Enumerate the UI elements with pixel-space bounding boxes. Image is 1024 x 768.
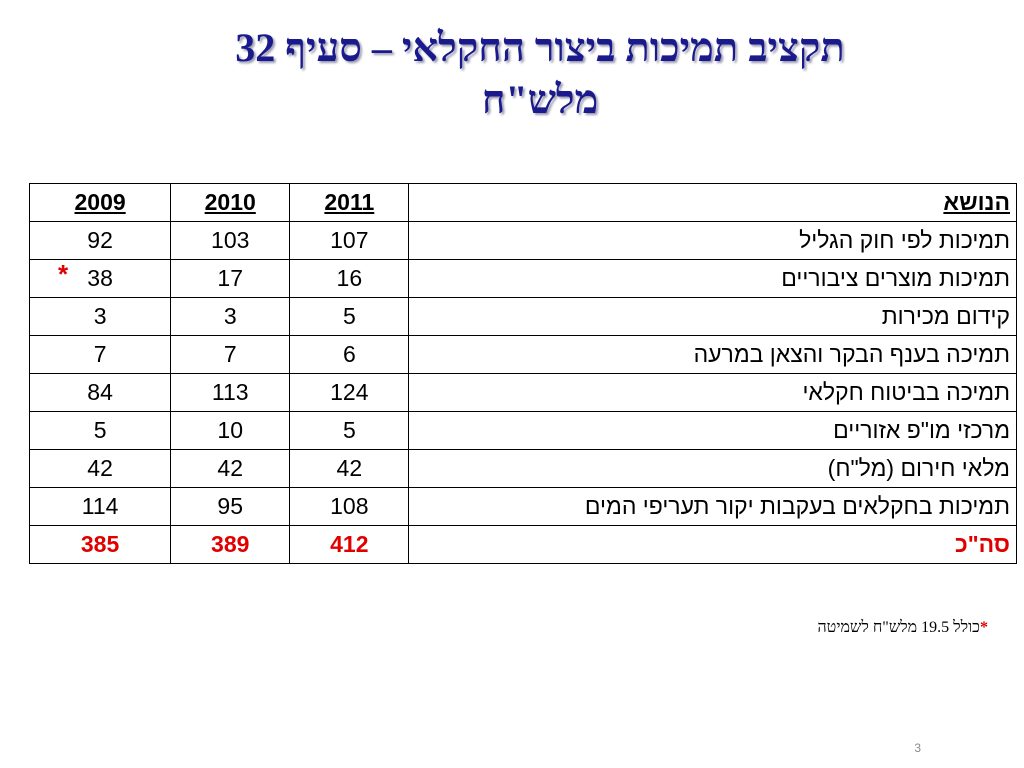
budget-table: הנושא 2011 2010 2009 תמיכות לפי חוק הגלי… — [28, 183, 1017, 564]
row-value-2010: 113 — [170, 373, 291, 412]
title-line-1: תקציב תמיכות ביצור החקלאי – סעיף 32 — [235, 25, 845, 70]
header-2009: 2009 — [28, 183, 172, 222]
table-row: מלאי חירום (מל"ח) 42 42 42 — [28, 449, 1017, 488]
row-value-2010: 10 — [170, 411, 291, 450]
row-value-2009: 114 — [28, 487, 172, 526]
row-value-2011: 5 — [289, 411, 410, 450]
row-value-2011: 124 — [289, 373, 410, 412]
row-value-2011: 6 — [289, 335, 410, 374]
table-row: תמיכה בענף הבקר והצאן במרעה 6 7 7 — [28, 335, 1017, 374]
row-value-2009: 7 — [28, 335, 172, 374]
value-text: 92 — [87, 227, 113, 253]
value-text: 5 — [93, 417, 107, 443]
row-subject: תמיכה בביטוח חקלאי — [408, 373, 1017, 412]
total-2009: 385 — [28, 525, 172, 564]
footnote-text: כולל 19.5 מלש"ח לשמיטה — [817, 619, 980, 636]
total-2010: 389 — [170, 525, 291, 564]
row-value-2009: 84 — [28, 373, 172, 412]
table-total-row: סה"כ 412 389 385 — [28, 525, 1017, 564]
table-row: תמיכה בביטוח חקלאי 124 113 84 — [28, 373, 1017, 412]
page-number: 3 — [914, 741, 921, 755]
footnote: *כולל 19.5 מלש"ח לשמיטה — [817, 619, 988, 637]
row-value-2010: 95 — [170, 487, 291, 526]
table-row: תמיכות בחקלאים בעקבות יקור תעריפי המים 1… — [28, 487, 1017, 526]
footnote-marker: * — [58, 259, 69, 289]
value-text: 114 — [81, 493, 119, 519]
footnote-star: * — [980, 619, 988, 636]
row-value-2010: 42 — [170, 449, 291, 488]
row-subject: תמיכות מוצרים ציבוריים — [408, 259, 1017, 298]
row-subject: קידום מכירות — [408, 297, 1017, 336]
title-line-2: מלש"ח — [481, 77, 599, 122]
row-value-2011: 108 — [289, 487, 410, 526]
value-text: 7 — [93, 341, 107, 367]
row-subject: תמיכות לפי חוק הגליל — [408, 221, 1017, 260]
value-text: 84 — [87, 379, 113, 405]
total-2011: 412 — [289, 525, 410, 564]
table-row: תמיכות מוצרים ציבוריים 16 17 38 * — [28, 259, 1017, 298]
row-value-2009: 38 * — [28, 259, 172, 298]
row-value-2010: 3 — [170, 297, 291, 336]
total-label: סה"כ — [408, 525, 1017, 564]
row-value-2011: 107 — [289, 221, 410, 260]
row-value-2011: 5 — [289, 297, 410, 336]
table-header-row: הנושא 2011 2010 2009 — [28, 183, 1017, 222]
value-text: 38 — [87, 265, 113, 291]
table-row: קידום מכירות 5 3 3 — [28, 297, 1017, 336]
row-value-2010: 17 — [170, 259, 291, 298]
row-subject: תמיכות בחקלאים בעקבות יקור תעריפי המים — [408, 487, 1017, 526]
row-subject: מלאי חירום (מל"ח) — [408, 449, 1017, 488]
row-value-2011: 16 — [289, 259, 410, 298]
value-text: 42 — [87, 455, 113, 481]
row-value-2011: 42 — [289, 449, 410, 488]
row-subject: מרכזי מו"פ אזוריים — [408, 411, 1017, 450]
row-value-2009: 92 — [28, 221, 172, 260]
page-title: תקציב תמיכות ביצור החקלאי – סעיף 32 מלש"… — [140, 22, 940, 126]
row-subject: תמיכה בענף הבקר והצאן במרעה — [408, 335, 1017, 374]
table-row: מרכזי מו"פ אזוריים 5 10 5 — [28, 411, 1017, 450]
row-value-2010: 103 — [170, 221, 291, 260]
row-value-2009: 3 — [28, 297, 172, 336]
header-subject: הנושא — [408, 183, 1017, 222]
row-value-2009: 5 — [28, 411, 172, 450]
row-value-2009: 42 — [28, 449, 172, 488]
header-2010: 2010 — [170, 183, 291, 222]
header-2011: 2011 — [289, 183, 410, 222]
value-text: 3 — [93, 303, 107, 329]
row-value-2010: 7 — [170, 335, 291, 374]
table-row: תמיכות לפי חוק הגליל 107 103 92 — [28, 221, 1017, 260]
